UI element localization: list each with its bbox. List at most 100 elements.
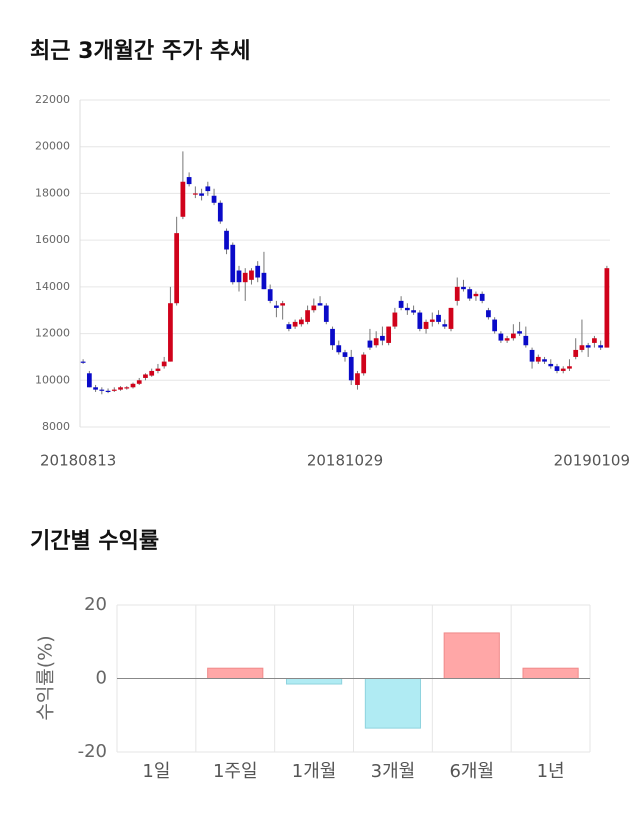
candle-body xyxy=(523,335,529,346)
candle-body xyxy=(80,361,86,363)
candle-body xyxy=(467,289,473,299)
candle-body xyxy=(174,233,180,304)
candle-body xyxy=(99,389,105,391)
candle-body xyxy=(554,366,560,371)
y-tick-label: 12000 xyxy=(35,327,70,340)
candle-body xyxy=(230,244,236,283)
candle-body xyxy=(342,352,348,357)
candle-body xyxy=(604,268,610,348)
candle-body xyxy=(442,324,448,327)
candle-body xyxy=(448,307,454,329)
y-tick-label: -20 xyxy=(78,741,107,762)
candle-body xyxy=(598,345,604,348)
candle-body xyxy=(542,359,547,362)
candle-body xyxy=(93,387,98,390)
y-tick-label: 10000 xyxy=(35,373,70,386)
candle-body xyxy=(180,181,186,217)
candle-body xyxy=(280,303,286,306)
x-tick-label: 1주일 xyxy=(213,761,258,782)
candle-body xyxy=(105,390,111,392)
candle-body xyxy=(361,354,367,374)
y-tick-label: 8000 xyxy=(42,420,70,433)
x-tick-label: 1개월 xyxy=(292,761,337,782)
candle-body xyxy=(355,373,360,385)
candle-body xyxy=(317,303,323,306)
candle-body xyxy=(567,366,572,369)
candle-body xyxy=(479,293,485,301)
chart-title: 최근 3개월간 주가 추세 xyxy=(30,39,250,64)
candle-body xyxy=(486,310,491,318)
bar xyxy=(207,667,264,680)
x-tick-label: 6개월 xyxy=(449,761,494,782)
candle-body xyxy=(535,356,541,362)
candle-body xyxy=(111,389,117,391)
candle-body xyxy=(461,286,466,290)
candle-body xyxy=(498,333,504,341)
candle-body xyxy=(517,331,522,334)
candle-body xyxy=(429,319,435,322)
candle-body xyxy=(380,335,385,341)
bar xyxy=(364,678,422,729)
candle-body xyxy=(261,272,267,290)
bar xyxy=(443,632,500,679)
candle-body xyxy=(392,312,398,327)
candle-body xyxy=(454,286,460,301)
candle-body xyxy=(168,303,173,362)
candle-body xyxy=(348,356,354,381)
y-tick-label: 20000 xyxy=(35,140,70,153)
candle-body xyxy=(423,321,429,329)
candle-body xyxy=(592,338,597,343)
candle-body xyxy=(149,370,155,376)
y-tick-label: 22000 xyxy=(35,93,70,106)
candle-body xyxy=(224,230,229,250)
candle-body xyxy=(336,345,342,353)
candle-body xyxy=(292,321,298,327)
candle-body xyxy=(242,272,248,283)
chart-title: 기간별 수익률 xyxy=(30,529,159,554)
candle-body xyxy=(504,338,510,341)
candle-body xyxy=(323,305,329,322)
bar xyxy=(522,667,579,680)
y-tick-label: 16000 xyxy=(35,233,70,246)
candle-body xyxy=(510,333,516,339)
candle-body xyxy=(161,361,167,367)
candle-body xyxy=(86,373,92,388)
candle-body xyxy=(398,300,404,308)
candle-body xyxy=(211,195,217,203)
candle-body xyxy=(249,270,254,280)
bar xyxy=(285,678,343,685)
candle-body xyxy=(136,380,142,384)
candle-body xyxy=(492,319,498,332)
candle-body xyxy=(330,328,335,346)
x-tick-label: 1일 xyxy=(142,761,170,782)
candle-body xyxy=(548,363,554,367)
candle-body xyxy=(286,324,292,329)
candle-body xyxy=(305,310,310,322)
candle-body xyxy=(473,293,479,297)
candle-body xyxy=(436,314,441,322)
candle-body xyxy=(560,368,566,371)
candle-body xyxy=(199,193,204,196)
candle-body xyxy=(143,374,148,378)
candle-body xyxy=(186,177,192,185)
candle-body xyxy=(311,305,317,311)
candle-body xyxy=(386,326,392,343)
y-tick-label: 20 xyxy=(84,594,107,615)
candle-body xyxy=(192,193,198,195)
candle-body xyxy=(373,338,379,346)
y-tick-label: 18000 xyxy=(35,186,70,199)
candle-body xyxy=(118,387,123,390)
candle-body xyxy=(529,349,535,362)
candle-body xyxy=(130,383,136,388)
candle-body xyxy=(267,289,273,301)
candle-body xyxy=(217,202,223,222)
candle-body xyxy=(573,349,579,357)
candle-body xyxy=(155,368,161,371)
candle-body xyxy=(205,186,211,192)
y-axis-label: 수익률(%) xyxy=(35,635,57,720)
y-tick-label: 14000 xyxy=(35,280,70,293)
candle-body xyxy=(585,345,591,348)
x-tick-label: 20190109 xyxy=(554,452,630,470)
